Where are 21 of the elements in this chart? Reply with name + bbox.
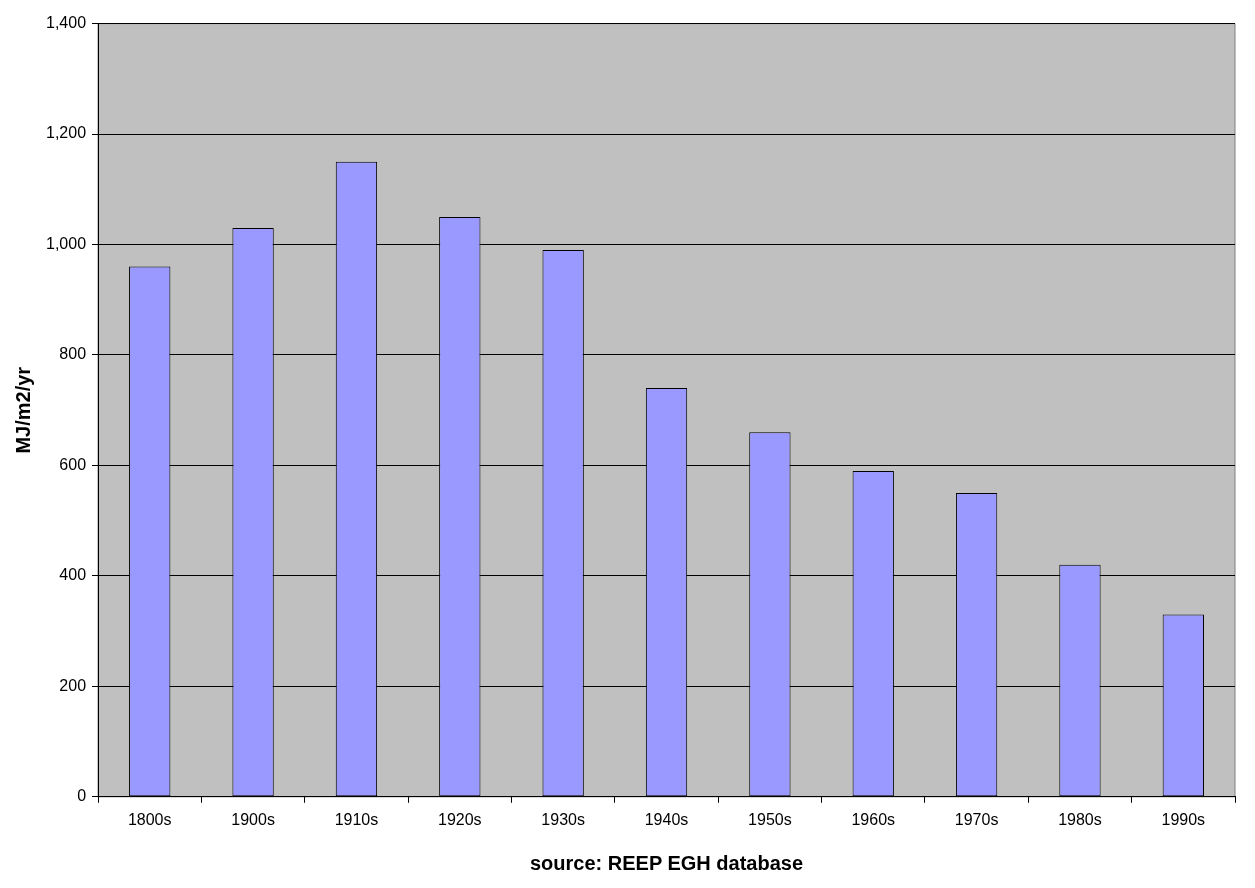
x-axis-title: source: REEP EGH database: [529, 851, 804, 874]
y-axis-title: MJ/m2/yr: [11, 366, 34, 454]
x-tick-label: 1980s: [1058, 810, 1102, 828]
x-tick-label: 1970s: [954, 810, 999, 828]
y-tick-label: 1,400: [45, 14, 87, 32]
x-tick-label: 1800s: [127, 810, 172, 828]
x-tick-label: 1920s: [438, 810, 482, 828]
x-tick-label: 1990s: [1161, 810, 1206, 828]
x-tick-label: 1930s: [541, 810, 585, 828]
x-tick-label: 1940s: [644, 810, 689, 828]
y-tick-label: 400: [59, 566, 87, 584]
x-tick-label: 1910s: [334, 810, 379, 828]
y-tick-label: 600: [59, 455, 87, 473]
y-tick-label: 1,000: [45, 234, 87, 252]
y-tick-label: 1,200: [45, 124, 87, 142]
x-tick-label: 1950s: [748, 810, 792, 828]
y-tick-label: 0: [77, 787, 87, 805]
x-tick-label: 1900s: [231, 810, 275, 828]
y-tick-label: 200: [59, 676, 87, 694]
x-tick-label: 1960s: [851, 810, 896, 828]
y-tick-label: 800: [59, 345, 87, 363]
